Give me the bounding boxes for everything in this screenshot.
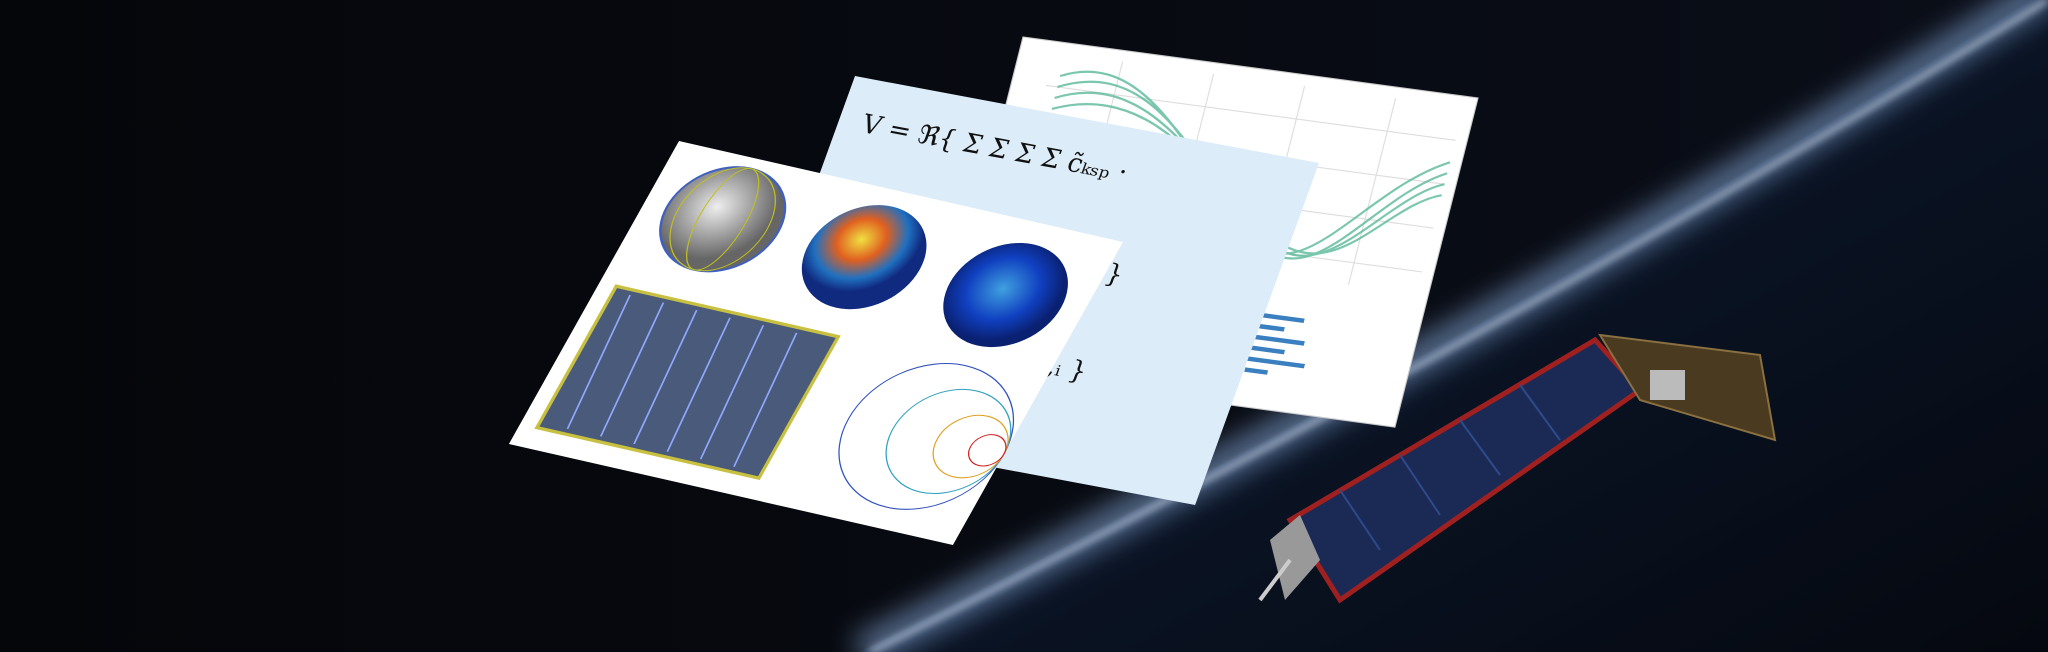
atmosphere-glow [853,0,2048,652]
earth [860,0,2048,652]
plots-panel [508,141,1124,545]
earth-limb [869,0,2048,652]
satellite [1258,333,1777,604]
